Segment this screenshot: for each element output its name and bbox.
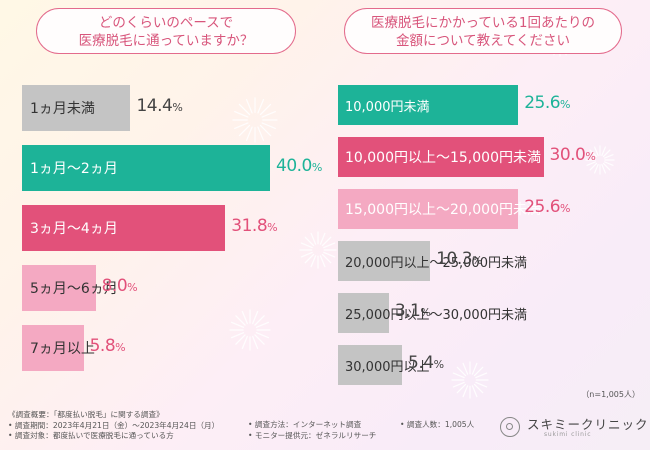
survey-period: • 調査期間：2023年4月21日（金）〜2023年4月24日（月）	[8, 420, 220, 430]
chart-bar: 15,000円以上〜20,000円未満	[338, 189, 541, 229]
right-question-line1: 医療脱毛にかかっている1回あたりの	[371, 15, 595, 31]
value-unit: %	[115, 341, 126, 354]
value-unit: %	[127, 281, 138, 294]
chart-bar: 1ヵ月未満	[22, 85, 131, 131]
value-label: 3.1%	[395, 301, 431, 321]
clinic-logo-icon	[500, 417, 520, 437]
category-label: 3ヵ月〜4ヵ月	[30, 221, 118, 237]
chart-bar: 30,000円以上	[338, 345, 430, 385]
value-label: 25.6%	[524, 197, 570, 217]
value-unit: %	[433, 358, 444, 371]
category-label: 1ヵ月未満	[30, 101, 95, 117]
value-unit: %	[420, 306, 431, 319]
value-unit: %	[311, 161, 322, 174]
chart-bar: 10,000円未満	[338, 85, 519, 125]
category-label: 10,000円以上〜15,000円未満	[345, 150, 541, 166]
survey-outline: 《調査概要：「都度払い脱毛」に関する調査》	[8, 410, 164, 419]
chart-bar: 10,000円以上〜15,000円未満	[338, 137, 544, 177]
value-unit: %	[560, 98, 570, 111]
footer-col-3: • 調査人数：1,005人	[400, 420, 474, 431]
value-number: 31.8	[231, 216, 268, 236]
value-number: 30.0	[549, 145, 586, 165]
value-number: 14.4	[136, 96, 173, 116]
value-unit: %	[267, 221, 278, 234]
value-number: 25.6	[524, 93, 561, 113]
survey-method: • 調査方法：インターネット調査	[248, 420, 362, 429]
chart-bar: 25,000円以上〜30,000円未満	[338, 293, 527, 333]
value-label: 25.6%	[524, 93, 570, 113]
value-label: 31.8%	[231, 216, 277, 236]
value-unit: %	[585, 150, 596, 163]
clinic-logo: スキミークリニック sukimi clinic	[500, 414, 648, 444]
value-unit: %	[472, 254, 483, 267]
value-number: 40.0	[276, 156, 312, 176]
category-label: 25,000円以上〜30,000円未満	[345, 307, 527, 323]
value-label: 40.0%	[276, 156, 322, 176]
clinic-logo-sub: sukimi clinic	[544, 431, 592, 438]
footer-col-2: • 調査方法：インターネット調査 • モニター提供元：ゼネラルリサーチ	[248, 420, 376, 441]
footer-col-1: 《調査概要：「都度払い脱毛」に関する調査》 • 調査期間：2023年4月21日（…	[8, 410, 219, 442]
value-unit: %	[560, 202, 570, 215]
category-label: 10,000円未満	[345, 99, 430, 115]
left-question-box: どのくらいのペースで 医療脱毛に通っていますか？	[36, 8, 296, 54]
sample-size-note: （n=1,005人）	[581, 390, 640, 399]
value-label: 30.0%	[550, 145, 596, 165]
value-number: 5.4	[408, 353, 434, 373]
value-number: 3.1	[394, 301, 421, 321]
value-label: 5.8%	[90, 336, 126, 356]
category-label: 7ヵ月以上	[30, 341, 95, 357]
value-label: 14.4%	[136, 96, 182, 116]
value-unit: %	[172, 101, 183, 114]
value-label: 10.3%	[436, 249, 482, 269]
chart-bar: 7ヵ月以上	[22, 325, 95, 371]
value-label: 8.0%	[102, 276, 138, 296]
right-question-line2: 金額について教えてください	[395, 33, 570, 49]
category-label: 5ヵ月〜6ヵ月	[30, 281, 118, 297]
category-label: 20,000円以上〜25,000円未満	[345, 255, 527, 271]
value-number: 25.6	[524, 197, 561, 217]
right-question-box: 医療脱毛にかかっている1回あたりの 金額について教えてください	[344, 8, 622, 54]
survey-target: • 調査対象：都度払いで医療脱毛に通っている方	[8, 431, 174, 440]
left-question-line1: どのくらいのペースで	[98, 15, 234, 31]
chart-bar: 3ヵ月〜4ヵ月	[22, 205, 226, 251]
value-number: 8.0	[101, 276, 128, 296]
category-label: 15,000円以上〜20,000円未満	[345, 202, 541, 218]
clinic-logo-name: スキミークリニック	[527, 417, 649, 432]
chart-bar: 20,000円以上〜25,000円未満	[338, 241, 527, 281]
left-question-line2: 医療脱毛に通っていますか？	[78, 33, 254, 49]
survey-count: • 調査人数：1,005人	[400, 420, 475, 429]
value-number: 5.8	[89, 336, 116, 356]
value-label: 5.4%	[408, 353, 444, 373]
category-label: 30,000円以上	[345, 359, 430, 375]
category-label: 1ヵ月〜2ヵ月	[30, 161, 118, 177]
chart-bar: 1ヵ月〜2ヵ月	[22, 145, 270, 191]
chart-bar: 5ヵ月〜6ヵ月	[22, 265, 118, 311]
value-number: 10.3	[436, 249, 473, 269]
survey-provider: • モニター提供元：ゼネラルリサーチ	[248, 430, 377, 440]
